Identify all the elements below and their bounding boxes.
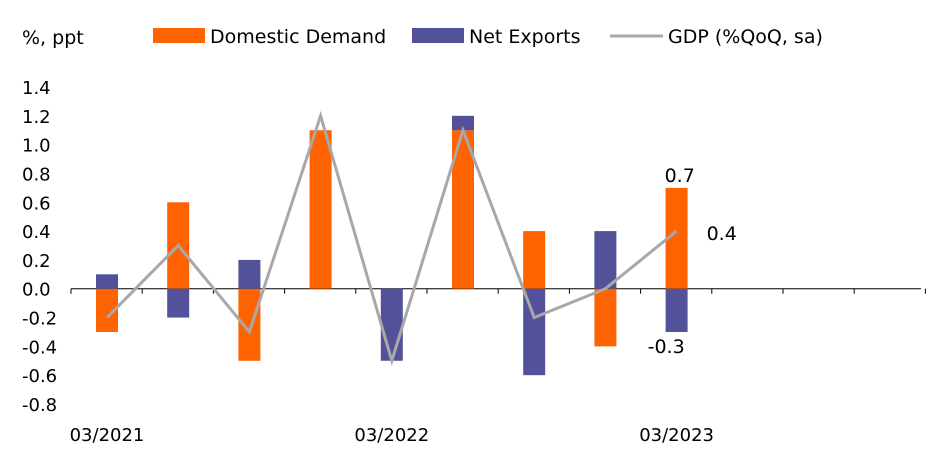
y-tick-label: 0.4 xyxy=(22,222,51,243)
y-tick-label: -0.2 xyxy=(22,309,57,330)
y-tick-label: -0.8 xyxy=(22,395,57,416)
y-axis: 1.4 1.2 1.0 0.8 0.6 0.4 0.2 0.0 -0.2 -0.4 -0.6 -0.8 xyxy=(22,78,57,416)
legend-swatch xyxy=(153,28,205,43)
y-tick-label: 0.6 xyxy=(22,193,51,214)
x-tick-label: 03/2023 xyxy=(639,425,714,446)
net-exports-bar xyxy=(665,288,688,332)
domestic-demand-bar xyxy=(452,130,474,289)
x-axis: 03/2021 03/2022 03/2023 xyxy=(70,288,926,446)
net-exports-bar xyxy=(96,274,118,289)
domestic-demand-bar xyxy=(594,288,617,347)
x-tick-label: 03/2022 xyxy=(354,425,429,446)
domestic-demand-bar xyxy=(523,231,546,289)
legend-label: GDP (%QoQ, sa) xyxy=(668,26,823,48)
data-label: -0.3 xyxy=(648,336,685,358)
net-exports-bar xyxy=(594,231,617,289)
legend-label: Domestic Demand xyxy=(210,26,386,48)
bars xyxy=(96,115,688,376)
net-exports-bar xyxy=(523,288,546,376)
y-tick-label: 0.0 xyxy=(22,280,51,301)
net-exports-bar xyxy=(238,259,261,289)
y-tick-label: 1.4 xyxy=(22,78,51,99)
legend-label: Net Exports xyxy=(469,26,581,48)
annotations: 0.7 0.4 -0.3 xyxy=(648,165,737,358)
data-label: 0.4 xyxy=(707,223,737,245)
y-tick-label: 0.2 xyxy=(22,251,51,272)
gdp-line-group xyxy=(105,110,678,366)
y-tick-label: 1.2 xyxy=(22,107,51,128)
x-tick-label: 03/2021 xyxy=(70,425,145,446)
data-label: 0.7 xyxy=(665,165,695,187)
legend: Domestic Demand Net Exports GDP (%QoQ, sa) xyxy=(153,26,823,48)
gdp-line xyxy=(105,110,678,366)
net-exports-bar xyxy=(380,288,403,361)
domestic-demand-bar xyxy=(665,187,688,289)
y-tick-label: 0.8 xyxy=(22,164,51,185)
y-tick-label: -0.6 xyxy=(22,366,57,387)
unit-label: %, ppt xyxy=(22,27,84,49)
domestic-demand-bar xyxy=(96,288,118,332)
legend-swatch xyxy=(412,28,464,43)
net-exports-bar xyxy=(167,288,190,318)
y-tick-label: -0.4 xyxy=(22,337,57,358)
y-tick-label: 1.0 xyxy=(22,136,51,157)
domestic-demand-bar xyxy=(309,130,332,289)
domestic-demand-bar xyxy=(238,288,261,361)
net-exports-bar xyxy=(452,115,474,131)
